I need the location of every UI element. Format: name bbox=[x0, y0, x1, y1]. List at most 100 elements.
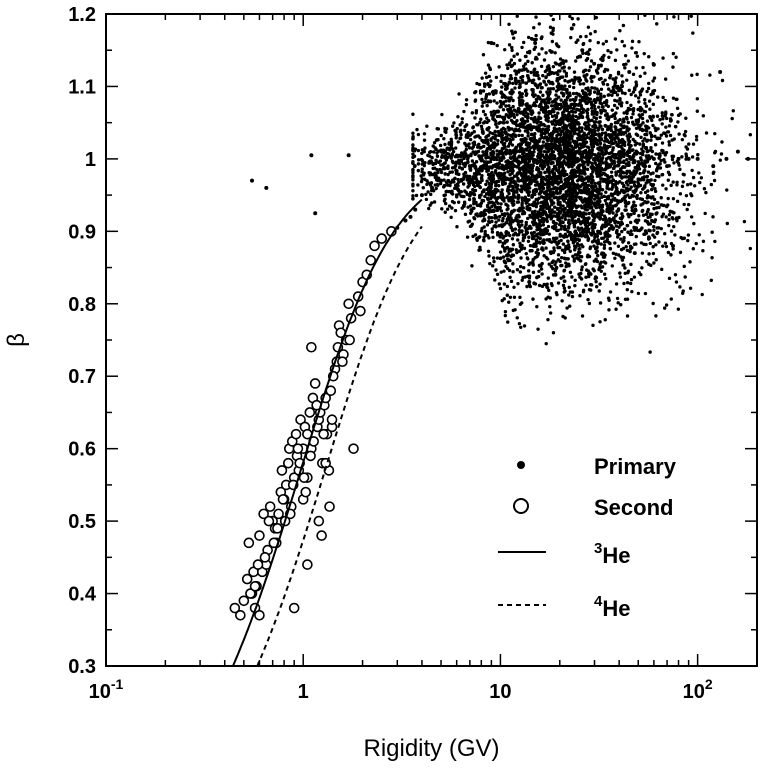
primary-point bbox=[661, 244, 665, 248]
primary-point bbox=[686, 238, 690, 243]
primary-point bbox=[575, 179, 580, 183]
primary-point bbox=[456, 200, 461, 204]
primary-point bbox=[434, 186, 438, 191]
primary-point bbox=[588, 65, 593, 69]
primary-point bbox=[434, 158, 438, 162]
primary-point bbox=[556, 111, 560, 115]
primary-point bbox=[525, 107, 530, 111]
primary-point bbox=[537, 127, 542, 131]
primary-point bbox=[485, 103, 489, 108]
primary-point bbox=[625, 158, 629, 162]
primary-point bbox=[543, 128, 548, 132]
primary-point bbox=[603, 113, 608, 117]
primary-point bbox=[534, 99, 539, 104]
primary-point bbox=[495, 256, 500, 260]
primary-point bbox=[587, 199, 592, 203]
primary-point bbox=[684, 116, 688, 120]
primary-point bbox=[614, 213, 619, 217]
primary-point bbox=[518, 270, 523, 274]
primary-point bbox=[546, 257, 550, 261]
primary-point bbox=[567, 293, 571, 297]
primary-point bbox=[566, 262, 570, 267]
primary-point bbox=[553, 177, 557, 181]
primary-point bbox=[525, 204, 529, 209]
primary-point bbox=[511, 169, 515, 173]
primary-point bbox=[592, 120, 597, 124]
primary-point bbox=[617, 163, 621, 167]
primary-point bbox=[616, 244, 621, 248]
primary-point bbox=[582, 160, 586, 164]
primary-point bbox=[493, 129, 497, 134]
primary-point bbox=[511, 308, 515, 313]
primary-point bbox=[686, 202, 691, 207]
primary-point bbox=[556, 281, 561, 285]
primary-point bbox=[602, 143, 607, 147]
primary-point bbox=[623, 66, 627, 70]
primary-point bbox=[495, 149, 499, 153]
primary-point bbox=[616, 132, 621, 136]
primary-point bbox=[510, 198, 514, 202]
primary-point bbox=[509, 96, 513, 100]
primary-point bbox=[676, 120, 680, 124]
primary-point bbox=[455, 225, 459, 229]
primary-point bbox=[450, 124, 455, 128]
primary-point bbox=[606, 49, 610, 53]
primary-point bbox=[511, 120, 515, 124]
primary-point bbox=[518, 148, 523, 152]
primary-point bbox=[505, 238, 510, 243]
primary-point bbox=[621, 117, 626, 121]
primary-point bbox=[559, 177, 563, 181]
primary-point bbox=[651, 79, 655, 83]
primary-point bbox=[533, 132, 537, 136]
primary-point bbox=[481, 89, 486, 93]
primary-point bbox=[563, 78, 567, 83]
primary-point bbox=[522, 324, 527, 328]
primary-point bbox=[449, 145, 453, 150]
primary-point bbox=[541, 93, 545, 98]
primary-point bbox=[620, 257, 624, 261]
primary-point bbox=[553, 224, 557, 228]
primary-point bbox=[632, 275, 637, 279]
primary-point bbox=[482, 153, 486, 157]
primary-point bbox=[502, 81, 506, 86]
primary-point bbox=[586, 179, 591, 183]
primary-point bbox=[575, 156, 580, 161]
primary-point bbox=[561, 121, 565, 125]
primary-point bbox=[511, 81, 515, 86]
primary-point bbox=[444, 127, 449, 131]
primary-point bbox=[523, 125, 528, 130]
primary-point bbox=[446, 172, 450, 177]
primary-point bbox=[567, 84, 572, 89]
primary-point bbox=[506, 114, 510, 119]
primary-point bbox=[524, 165, 529, 169]
primary-point bbox=[638, 93, 643, 97]
primary-point bbox=[436, 127, 441, 131]
primary-point bbox=[688, 260, 692, 264]
primary-point bbox=[416, 132, 421, 137]
primary-point bbox=[689, 14, 693, 18]
primary-point bbox=[563, 233, 567, 238]
primary-point bbox=[506, 170, 510, 174]
primary-point bbox=[604, 39, 609, 44]
primary-point bbox=[632, 200, 636, 204]
primary-point bbox=[519, 325, 523, 329]
primary-point bbox=[432, 166, 437, 170]
primary-point bbox=[440, 112, 444, 117]
primary-point bbox=[545, 174, 549, 179]
primary-point bbox=[614, 170, 618, 174]
primary-point bbox=[660, 114, 665, 118]
primary-point bbox=[526, 112, 530, 116]
primary-point bbox=[546, 92, 550, 96]
primary-point bbox=[675, 216, 680, 220]
primary-point bbox=[572, 70, 577, 74]
primary-point bbox=[542, 253, 546, 258]
primary-point bbox=[628, 187, 632, 191]
primary-point bbox=[652, 206, 656, 211]
primary-point bbox=[603, 198, 608, 203]
primary-point bbox=[518, 145, 522, 149]
primary-point bbox=[548, 250, 553, 254]
primary-point bbox=[610, 225, 614, 229]
primary-point bbox=[709, 278, 713, 283]
primary-point bbox=[532, 37, 537, 42]
primary-point bbox=[567, 222, 572, 226]
